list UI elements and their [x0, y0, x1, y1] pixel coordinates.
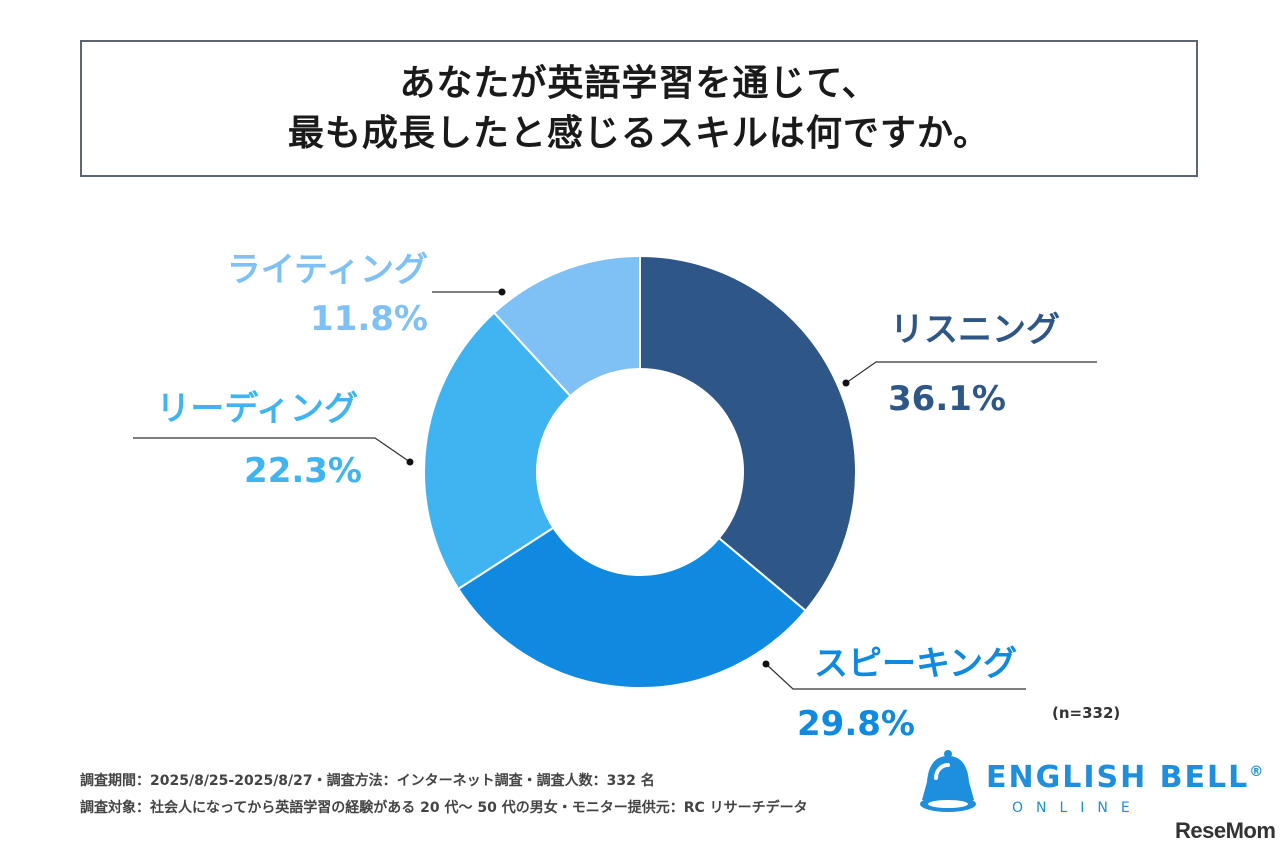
slice-writing	[492, 254, 641, 398]
slice-listening	[639, 254, 857, 613]
survey-footnote-1: 調査期間：2025/8/25-2025/8/27・調査方法：インターネット調査・…	[80, 773, 655, 789]
bell-icon	[920, 750, 976, 812]
leader-dot-listening	[842, 379, 850, 387]
leader-line-speaking	[765, 663, 1026, 690]
survey-footnote-2: 調査対象：社会人になってから英語学習の経験がある 20 代〜 50 代の男女・モ…	[80, 800, 808, 816]
logo-name: ENGLISH BELL	[986, 760, 1250, 795]
title-box: あなたが英語学習を通じて、 最も成長したと感じるスキルは何ですか。	[80, 40, 1198, 177]
slice-speaking	[456, 526, 807, 689]
leader-line-listening	[845, 361, 1097, 384]
leader-dot-reading	[406, 458, 414, 466]
value-label-writing: 11.8%	[310, 299, 428, 339]
english-bell-logo: ENGLISH BELL® ONLINE	[912, 748, 1263, 818]
leader-dot-speaking	[762, 660, 770, 668]
slice-reading	[423, 311, 572, 591]
category-label-listening: リスニング	[890, 310, 1060, 350]
chart-title-line-1: あなたが英語学習を通じて、	[399, 62, 879, 104]
leader-line-reading	[133, 437, 411, 463]
logo-wordmark: ENGLISH BELL®	[986, 760, 1265, 795]
value-label-speaking: 29.8%	[797, 704, 915, 744]
value-label-reading: 22.3%	[244, 451, 362, 491]
chart-title-line-2: 最も成長したと感じるスキルは何ですか。	[287, 112, 991, 154]
registered-mark: ®	[1249, 764, 1266, 780]
logo-subtitle: ONLINE	[1012, 800, 1143, 816]
sample-size-note: (n=332)	[1052, 704, 1121, 722]
category-label-reading: リーディング	[156, 389, 358, 429]
leader-dot-writing	[498, 288, 506, 296]
value-label-listening: 36.1%	[888, 379, 1006, 419]
category-label-speaking: スピーキング	[814, 644, 1017, 684]
category-label-writing: ライティング	[227, 250, 428, 290]
resemom-watermark: ReseMom	[1175, 818, 1276, 843]
